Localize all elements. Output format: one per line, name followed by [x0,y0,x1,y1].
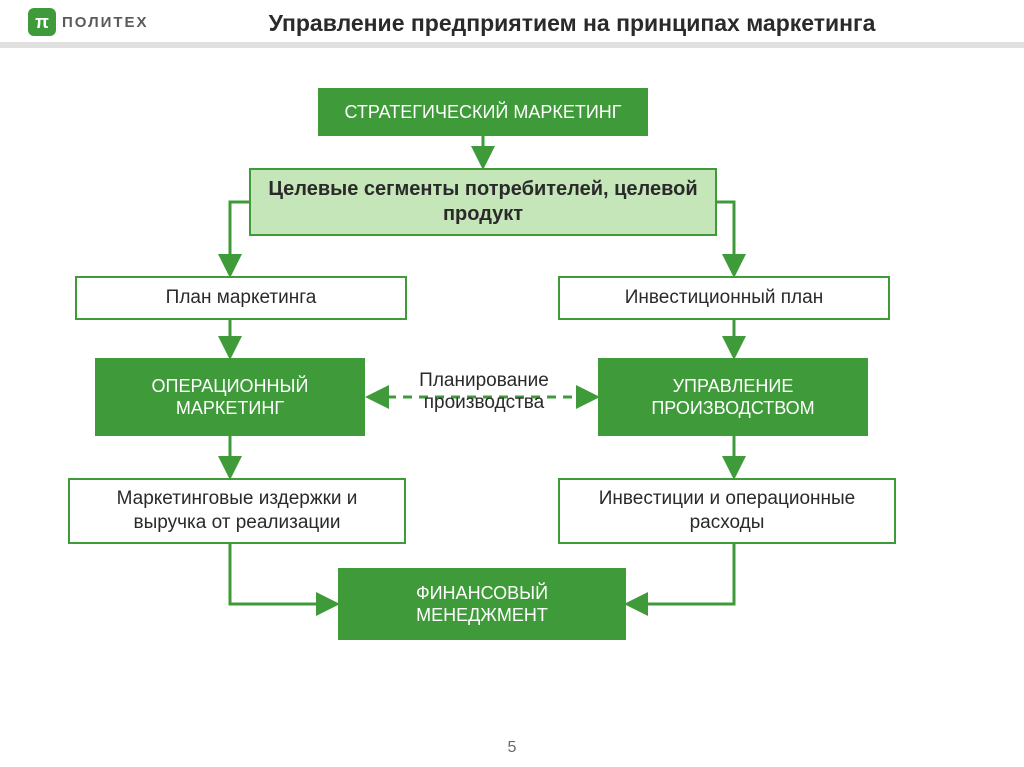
node-marketing-costs: Маркетинговые издержки и выручка от реал… [68,478,406,544]
node-target-segments: Целевые сегменты потребителей, целевой п… [249,168,717,236]
label-production-planning: Планирование производства [384,370,584,414]
page-number: 5 [0,739,1024,757]
node-investment-plan: Инвестиционный план [558,276,890,320]
node-investments-opex: Инвестиции и операционные расходы [558,478,896,544]
node-operational-marketing: ОПЕРАЦИОННЫЙ МАРКЕТИНГ [95,358,365,436]
node-strategic-marketing: СТРАТЕГИЧЕСКИЙ МАРКЕТИНГ [318,88,648,136]
node-production-management: УПРАВЛЕНИЕ ПРОИЗВОДСТВОМ [598,358,868,436]
node-marketing-plan: План маркетинга [75,276,407,320]
diagram-canvas: СТРАТЕГИЧЕСКИЙ МАРКЕТИНГ Целевые сегмент… [0,60,1024,740]
header-divider [0,42,1024,48]
page-title: Управление предприятием на принципах мар… [0,10,1024,37]
node-financial-management: ФИНАНСОВЫЙ МЕНЕДЖМЕНТ [338,568,626,640]
